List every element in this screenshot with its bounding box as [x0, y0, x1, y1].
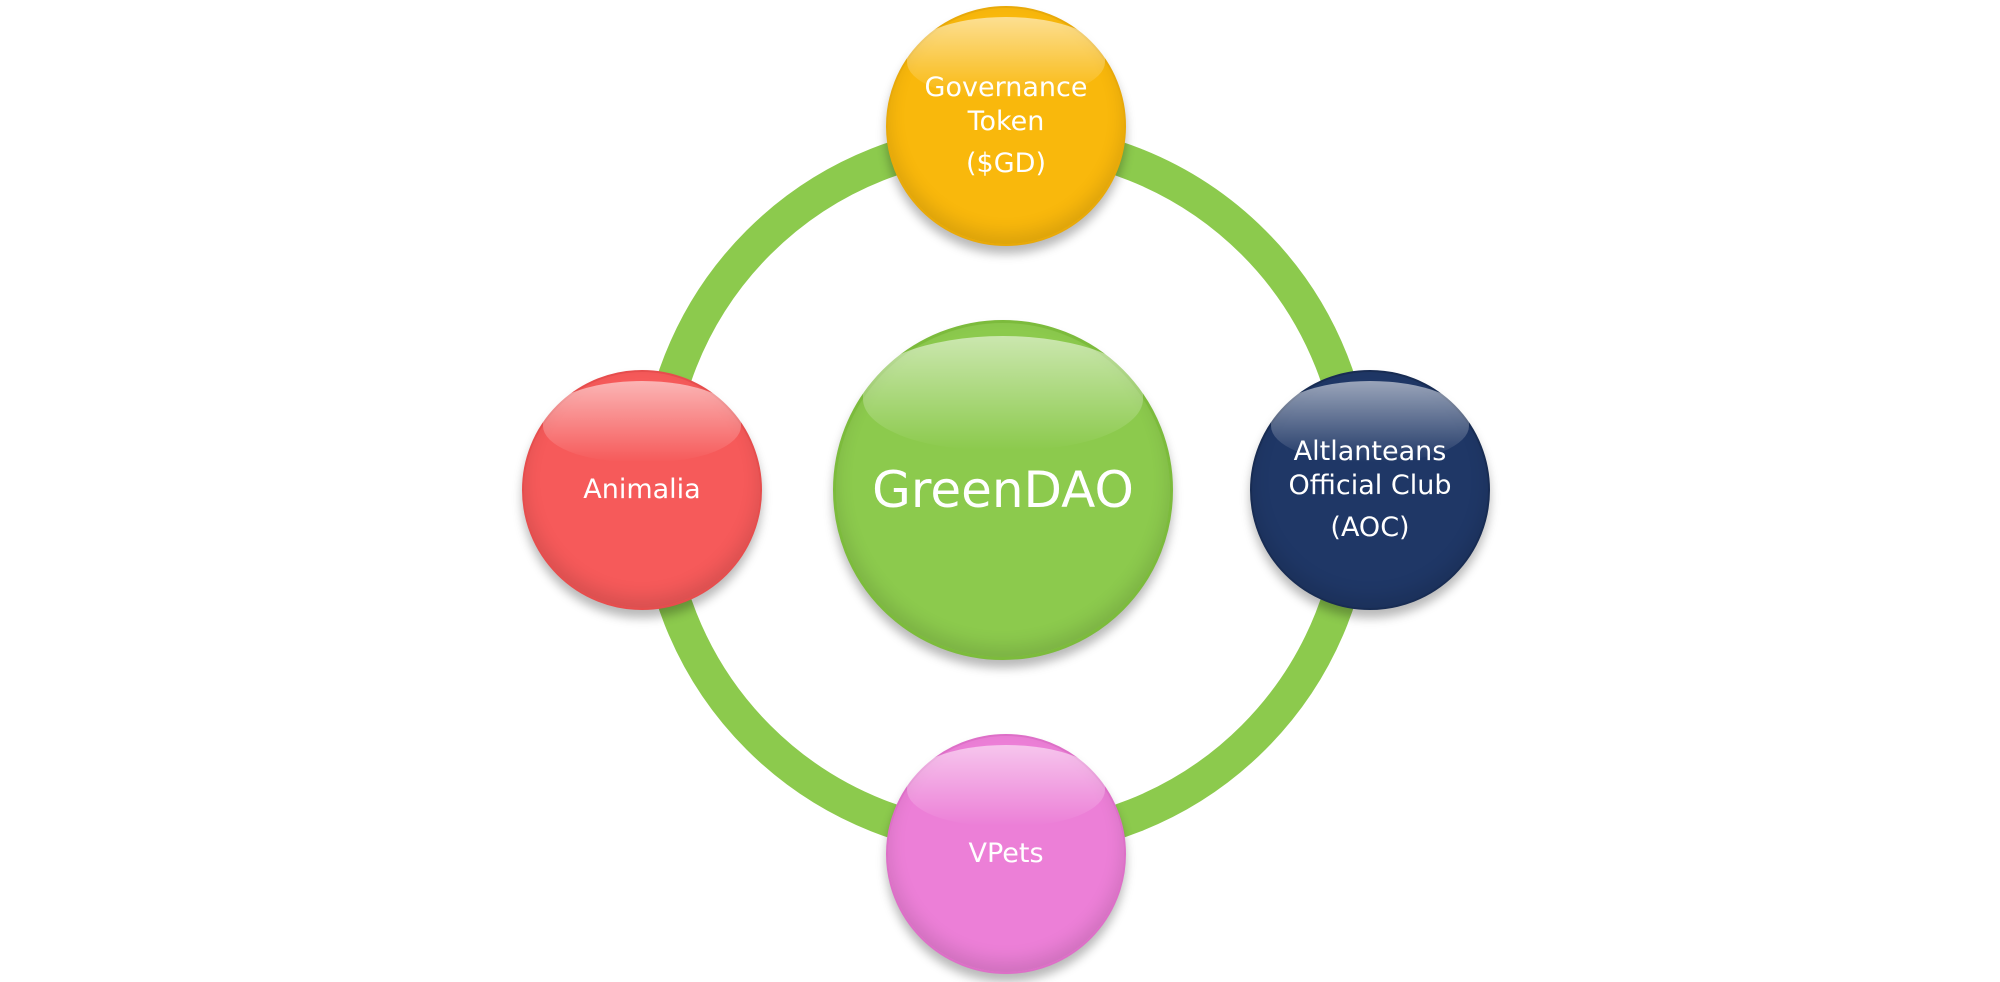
center-label: GreenDAO — [872, 460, 1134, 519]
greendao-center-node: GreenDAO — [833, 320, 1173, 660]
bottom-node-gloss — [906, 745, 1106, 826]
governance-token-node: Governance Token ($GD) — [886, 6, 1126, 246]
aoc-label: Altlanteans Official Club — [1288, 436, 1452, 502]
center-gloss — [862, 336, 1144, 450]
governance-token-symbol: ($GD) — [966, 147, 1046, 179]
governance-token-label: Governance Token — [924, 72, 1088, 138]
vpets-label: VPets — [968, 838, 1044, 870]
aoc-abbreviation: (AOC) — [1330, 511, 1410, 543]
animalia-node: Animalia — [522, 370, 762, 610]
aoc-node: Altlanteans Official Club (AOC) — [1250, 370, 1490, 610]
left-node-gloss — [542, 381, 742, 462]
vpets-node: VPets — [886, 734, 1126, 974]
animalia-label: Animalia — [583, 474, 701, 506]
